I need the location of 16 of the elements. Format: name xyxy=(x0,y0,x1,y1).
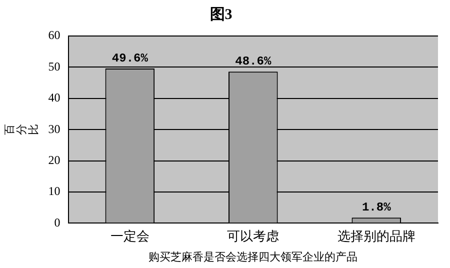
data-label: 1.8% xyxy=(362,200,392,215)
y-tick-label: 0 xyxy=(54,215,60,230)
data-label: 49.6% xyxy=(112,51,149,66)
y-tick-label: 10 xyxy=(48,184,60,198)
chart-title: 图3 xyxy=(210,6,232,23)
x-axis-title: 购买芝麻香是否会选择四大领军企业的产品 xyxy=(148,250,358,264)
x-tick-label: 选择别的品牌 xyxy=(337,228,416,244)
y-tick-label: 30 xyxy=(48,122,60,136)
x-tick-label: 可以考虑 xyxy=(227,228,280,244)
data-label: 48.6% xyxy=(235,54,272,69)
y-tick-label: 60 xyxy=(48,28,60,42)
x-tick-label: 一定会 xyxy=(110,228,150,244)
y-tick-label: 50 xyxy=(48,59,60,74)
y-axis-title: 百分比 xyxy=(4,124,40,136)
y-tick-label: 20 xyxy=(48,152,60,167)
y-tick-label: 40 xyxy=(48,90,60,105)
